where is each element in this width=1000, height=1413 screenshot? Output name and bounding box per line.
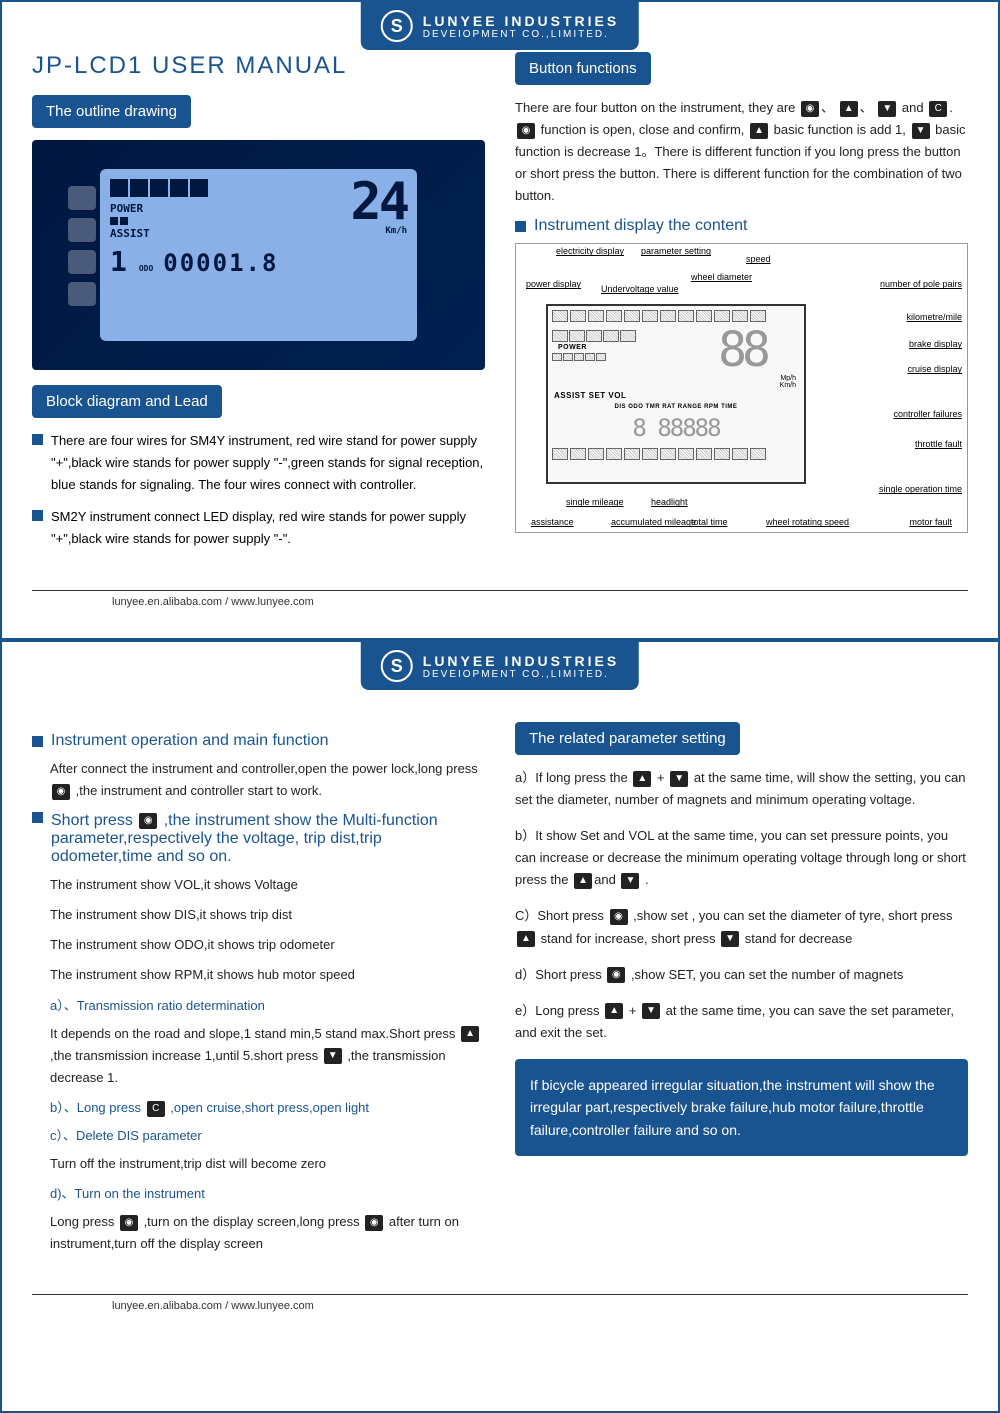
odo-value: 00001.8 bbox=[163, 249, 278, 277]
power-icon: ◉ bbox=[52, 784, 70, 800]
left-column: JP-LCD1 USER MANUAL The outline drawing bbox=[32, 52, 485, 560]
down-icon: ▼ bbox=[642, 1003, 660, 1019]
assist-label: ASSIST bbox=[110, 227, 208, 240]
assist-level: 1 bbox=[110, 245, 129, 278]
c-icon: C bbox=[147, 1101, 165, 1117]
logo-icon: S bbox=[381, 10, 413, 42]
photo-button bbox=[68, 218, 96, 242]
manual-title: JP-LCD1 USER MANUAL bbox=[32, 52, 485, 80]
diag-label: accumulated mileage bbox=[611, 517, 696, 527]
down-icon: ▼ bbox=[670, 771, 688, 787]
diag-label: single mileage bbox=[566, 497, 624, 507]
diag-label: controller failures bbox=[893, 409, 962, 419]
company-sub: DEVEIOPMENT CO.,LIMITED. bbox=[423, 669, 619, 680]
down-icon: ▼ bbox=[621, 873, 639, 889]
diag-label: assistance bbox=[531, 517, 574, 527]
button-text: There are four button on the instrument,… bbox=[515, 97, 968, 207]
power-icon: ◉ bbox=[801, 101, 819, 117]
short-head: Short press ◉ ,the instrument show the M… bbox=[32, 812, 485, 866]
diag-label: wheel rotating speed bbox=[766, 517, 849, 527]
display-diagram: electricity display parameter setting sp… bbox=[515, 243, 968, 533]
photo-button bbox=[68, 250, 96, 274]
page-1: S LUNYEE INDUSTRIES DEVEIOPMENT CO.,LIMI… bbox=[0, 0, 1000, 640]
company-sub: DEVEIOPMENT CO.,LIMITED. bbox=[423, 29, 619, 40]
sub-a: a）、Transmission ratio determination bbox=[50, 995, 485, 1017]
footer: lunyee.en.alibaba.com / www.lunyee.com bbox=[32, 1294, 968, 1327]
diag-label: total time bbox=[691, 517, 728, 527]
left-column-2: Instrument operation and main function A… bbox=[32, 722, 485, 1264]
lcd-screen: POWER ASSIST 24 Km/h 1 ODO 00001.8 bbox=[100, 169, 417, 342]
diag-label: number of pole pairs bbox=[880, 279, 962, 289]
callout-box: If bicycle appeared irregular situation,… bbox=[515, 1059, 968, 1156]
diag-label: kilometre/mile bbox=[906, 312, 962, 322]
odo-label: ODO bbox=[139, 264, 153, 273]
power-icon: ◉ bbox=[607, 967, 625, 983]
diag-mode-row: DIS ODO TMR RAT RANGE RPM TIME bbox=[548, 402, 804, 412]
power-icon: ◉ bbox=[139, 813, 157, 829]
block-item: SM2Y instrument connect LED display, red… bbox=[32, 506, 485, 550]
up-icon: ▲ bbox=[633, 771, 651, 787]
lcd-photo: POWER ASSIST 24 Km/h 1 ODO 00001.8 bbox=[32, 140, 485, 370]
up-icon: ▲ bbox=[840, 101, 858, 117]
right-column: Button functions There are four button o… bbox=[515, 52, 968, 560]
short-lines: The instrument show VOL,it shows Voltage… bbox=[32, 874, 485, 1255]
c-icon: C bbox=[929, 101, 947, 117]
diag-label: throttle fault bbox=[915, 439, 962, 449]
photo-button bbox=[68, 282, 96, 306]
diag-label: brake display bbox=[909, 339, 962, 349]
diag-label: Undervoltage value bbox=[601, 284, 679, 294]
up-icon: ▲ bbox=[750, 123, 768, 139]
button-tab: Button functions bbox=[515, 52, 651, 85]
diag-label: wheel diameter bbox=[691, 272, 752, 282]
up-icon: ▲ bbox=[605, 1003, 623, 1019]
right-column-2: The related parameter setting a）If long … bbox=[515, 722, 968, 1264]
logo-icon: S bbox=[381, 650, 413, 682]
battery-icon bbox=[110, 179, 208, 197]
up-icon: ▲ bbox=[517, 931, 535, 947]
speed-value: 24 bbox=[350, 179, 407, 226]
header-tab: S LUNYEE INDUSTRIES DEVEIOPMENT CO.,LIMI… bbox=[361, 642, 639, 690]
power-icon: ◉ bbox=[120, 1215, 138, 1231]
power-label: POWER bbox=[110, 202, 208, 215]
down-icon: ▼ bbox=[912, 123, 930, 139]
power-icon: ◉ bbox=[610, 909, 628, 925]
up-icon: ▲ bbox=[461, 1026, 479, 1042]
photo-button bbox=[68, 186, 96, 210]
diag-label: parameter setting bbox=[641, 246, 711, 256]
header-tab: S LUNYEE INDUSTRIES DEVEIOPMENT CO.,LIMI… bbox=[361, 2, 639, 50]
power-icon: ◉ bbox=[365, 1215, 383, 1231]
company-name: LUNYEE INDUSTRIES bbox=[423, 653, 619, 669]
param-tab: The related parameter setting bbox=[515, 722, 740, 755]
param-body: a）If long press the ▲ + ▼ at the same ti… bbox=[515, 767, 968, 1044]
down-icon: ▼ bbox=[721, 931, 739, 947]
sub-c: c）、Delete DIS parameter bbox=[50, 1125, 485, 1147]
down-icon: ▼ bbox=[878, 101, 896, 117]
op-head: Instrument operation and main function bbox=[32, 732, 485, 750]
diagram-lcd: POWER 88 Mp/hKm/h ASSIST SET VOL DIS ODO… bbox=[546, 304, 806, 484]
power-icon: ◉ bbox=[517, 123, 535, 139]
outline-tab: The outline drawing bbox=[32, 95, 191, 128]
block-tab: Block diagram and Lead bbox=[32, 385, 222, 418]
diag-label: speed bbox=[746, 254, 771, 264]
diag-label: motor fault bbox=[909, 517, 952, 527]
block-item: There are four wires for SM4Y instrument… bbox=[32, 430, 485, 496]
footer: lunyee.en.alibaba.com / www.lunyee.com bbox=[32, 590, 968, 623]
up-icon: ▲ bbox=[574, 873, 592, 889]
sub-d: d)、Turn on the instrument bbox=[50, 1183, 485, 1205]
company-name: LUNYEE INDUSTRIES bbox=[423, 13, 619, 29]
diag-power: POWER bbox=[552, 342, 676, 353]
diag-label: electricity display bbox=[556, 246, 624, 256]
sub-b: b）、Long press C ,open cruise,short press… bbox=[50, 1097, 485, 1119]
diag-label: headlight bbox=[651, 497, 688, 507]
diag-label: cruise display bbox=[907, 364, 962, 374]
display-head: Instrument display the content bbox=[515, 217, 968, 235]
op;-text: After connect the instrument and control… bbox=[32, 758, 485, 802]
down-icon: ▼ bbox=[324, 1048, 342, 1064]
diag-88888: 8 88888 bbox=[548, 412, 804, 444]
diag-label: single operation time bbox=[879, 484, 962, 494]
diag-label: power display bbox=[526, 279, 581, 289]
page-2: S LUNYEE INDUSTRIES DEVEIOPMENT CO.,LIMI… bbox=[0, 640, 1000, 1413]
diag-assist-row: ASSIST SET VOL bbox=[548, 389, 804, 402]
diag-88: 88 bbox=[680, 326, 804, 374]
